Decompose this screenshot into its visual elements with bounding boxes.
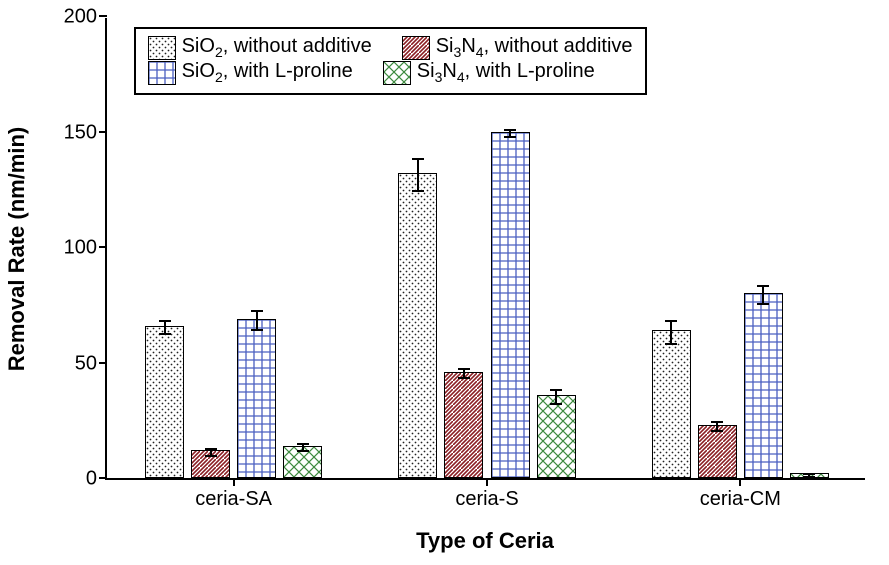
error-cap bbox=[665, 343, 677, 345]
legend-label: SiO2, without additive bbox=[182, 35, 372, 60]
bar bbox=[237, 319, 276, 478]
y-tick-mark bbox=[99, 131, 107, 133]
bar bbox=[491, 132, 530, 479]
error-cap bbox=[803, 476, 815, 478]
y-tick-label: 150 bbox=[64, 121, 107, 144]
legend-row: SiO2, with L-proline Si3N4, with L-prolin… bbox=[148, 60, 633, 85]
error-cap bbox=[412, 190, 424, 192]
error-cap bbox=[665, 320, 677, 322]
error-cap bbox=[412, 158, 424, 160]
legend-swatch bbox=[402, 36, 430, 60]
error-cap bbox=[297, 443, 309, 445]
bar bbox=[652, 330, 691, 478]
legend-label: SiO2, with L-proline bbox=[182, 60, 353, 85]
y-tick-mark bbox=[99, 246, 107, 248]
bar bbox=[698, 425, 737, 478]
y-tick-label: 200 bbox=[64, 6, 107, 29]
legend-item: Si3N4, without additive bbox=[402, 35, 633, 60]
error-bar bbox=[555, 390, 557, 404]
error-cap bbox=[711, 430, 723, 432]
bar bbox=[398, 173, 437, 478]
error-cap bbox=[458, 368, 470, 370]
y-tick-label: 50 bbox=[75, 352, 107, 375]
legend-swatch bbox=[148, 61, 176, 85]
legend-item: Si3N4, with L-proline bbox=[383, 60, 595, 85]
legend: SiO2, without additive Si3N4, without add… bbox=[134, 27, 647, 95]
error-cap bbox=[251, 329, 263, 331]
legend-row: SiO2, without additive Si3N4, without add… bbox=[148, 35, 633, 60]
error-cap bbox=[159, 320, 171, 322]
y-axis-label: Removal Rate (nm/min) bbox=[4, 127, 30, 372]
legend-swatch bbox=[148, 36, 176, 60]
legend-label: Si3N4, with L-proline bbox=[417, 60, 595, 85]
y-tick-label: 0 bbox=[86, 468, 107, 491]
bar bbox=[444, 372, 483, 478]
chart-container: Removal Rate (nm/min) Type of Ceria 0501… bbox=[0, 0, 889, 565]
bar bbox=[145, 326, 184, 478]
x-axis-label: Type of Ceria bbox=[416, 528, 554, 554]
x-tick-mark bbox=[486, 478, 488, 486]
y-tick-label: 100 bbox=[64, 237, 107, 260]
legend-item: SiO2, with L-proline bbox=[148, 60, 353, 85]
y-tick-mark bbox=[99, 15, 107, 17]
error-cap bbox=[711, 421, 723, 423]
legend-item: SiO2, without additive bbox=[148, 35, 372, 60]
error-cap bbox=[504, 129, 516, 131]
error-cap bbox=[297, 450, 309, 452]
error-cap bbox=[550, 403, 562, 405]
error-bar bbox=[670, 321, 672, 344]
x-tick-mark bbox=[739, 478, 741, 486]
bar bbox=[537, 395, 576, 478]
error-cap bbox=[205, 448, 217, 450]
error-bar bbox=[256, 311, 258, 329]
error-bar bbox=[762, 286, 764, 304]
x-tick-mark bbox=[233, 478, 235, 486]
error-cap bbox=[458, 377, 470, 379]
plot-area: 050100150200ceria-SAceria-Sceria-CMSiO2,… bbox=[105, 18, 865, 480]
y-tick-mark bbox=[99, 362, 107, 364]
error-cap bbox=[159, 333, 171, 335]
error-cap bbox=[757, 285, 769, 287]
bar bbox=[744, 293, 783, 478]
error-cap bbox=[550, 389, 562, 391]
error-cap bbox=[205, 455, 217, 457]
error-cap bbox=[251, 310, 263, 312]
error-cap bbox=[504, 136, 516, 138]
error-bar bbox=[417, 159, 419, 191]
y-tick-mark bbox=[99, 477, 107, 479]
error-bar bbox=[164, 321, 166, 335]
legend-swatch bbox=[383, 61, 411, 85]
legend-label: Si3N4, without additive bbox=[436, 35, 633, 60]
error-cap bbox=[757, 303, 769, 305]
